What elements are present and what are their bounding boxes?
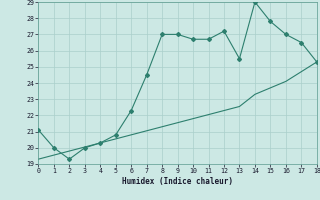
X-axis label: Humidex (Indice chaleur): Humidex (Indice chaleur) [122,177,233,186]
